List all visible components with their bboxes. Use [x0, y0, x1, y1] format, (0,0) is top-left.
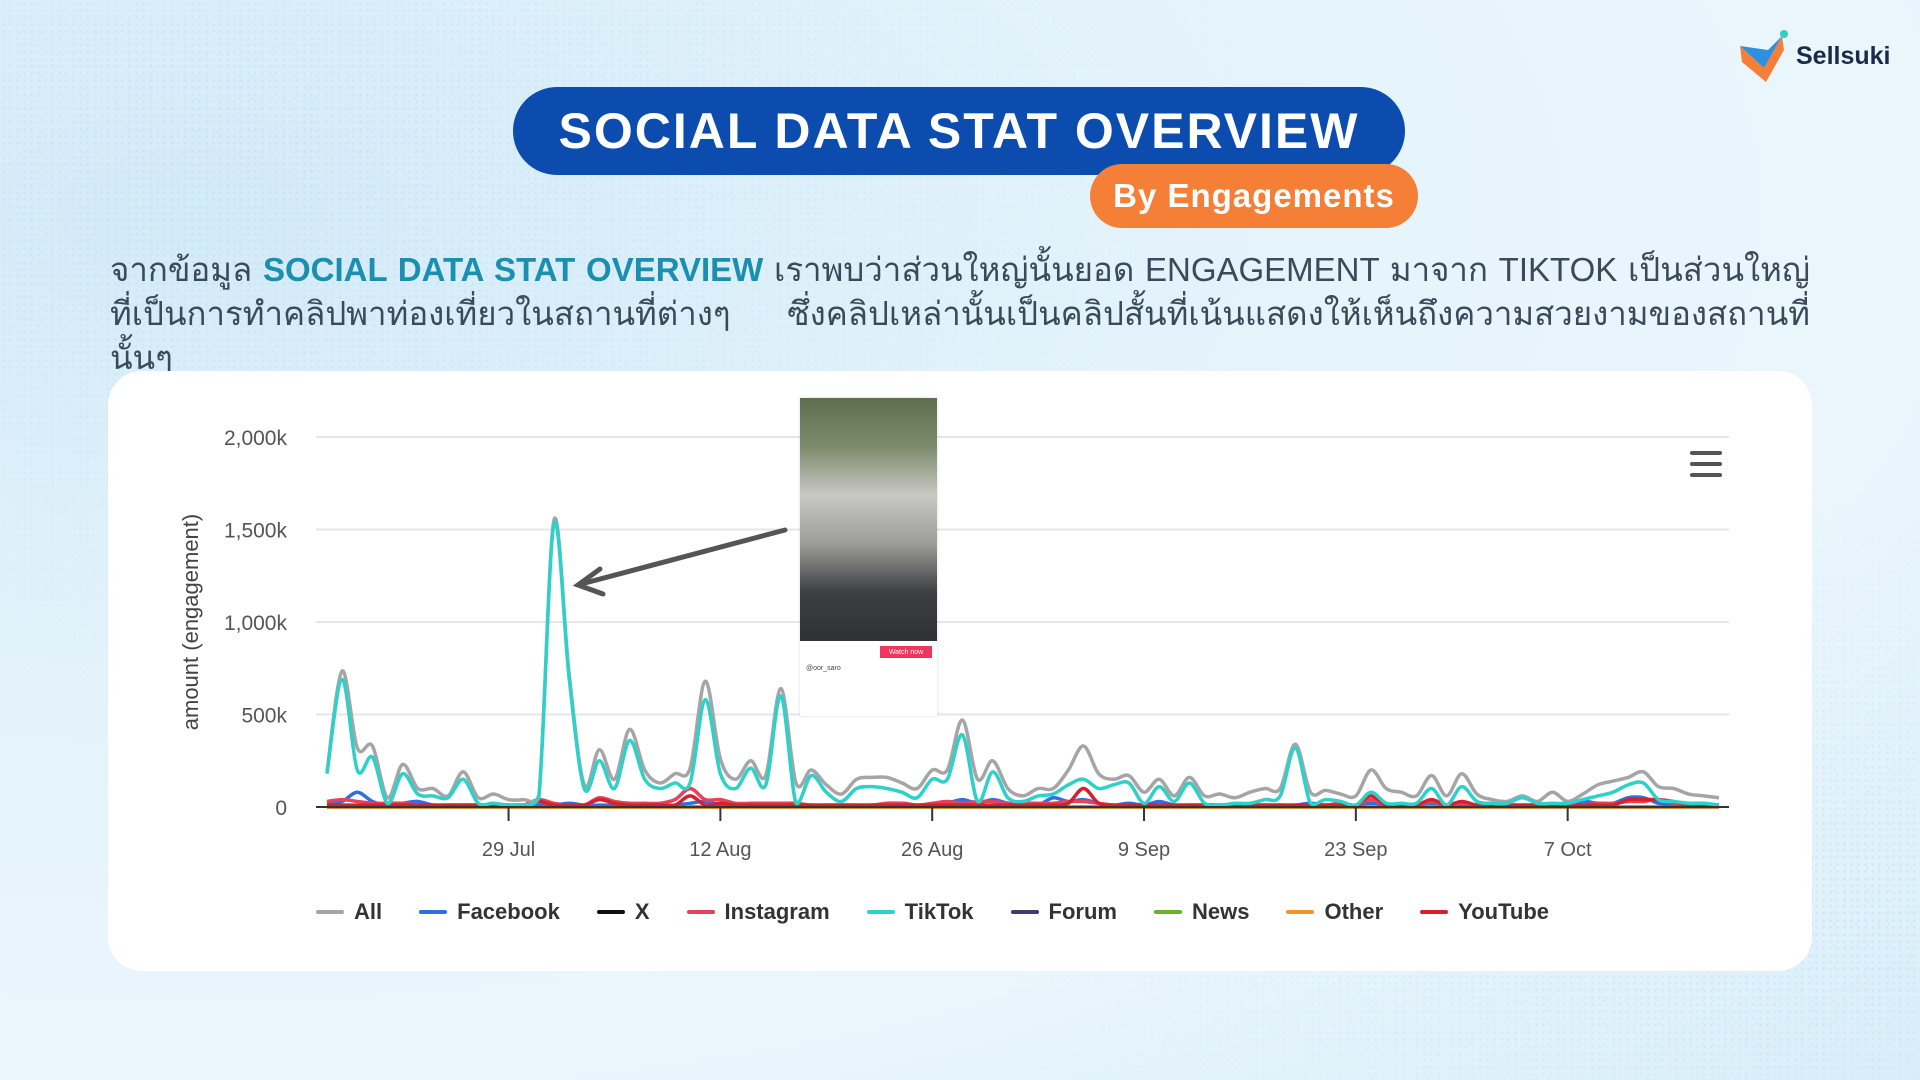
legend-label: Facebook — [457, 899, 560, 924]
x-tick-label: 23 Sep — [1324, 839, 1387, 861]
page-title: SOCIAL DATA STAT OVERVIEW — [513, 87, 1405, 175]
x-tick-label: 9 Sep — [1118, 839, 1170, 861]
x-tick-label: 7 Oct — [1544, 839, 1592, 861]
y-tick-label: 500k — [241, 705, 287, 728]
logo-text: Sellsuki — [1796, 41, 1891, 70]
x-tick-label: 12 Aug — [689, 839, 751, 861]
legend-item-other[interactable]: Other — [1286, 899, 1383, 925]
chart-card — [108, 371, 1812, 971]
y-tick-label: 2,000k — [224, 427, 288, 450]
watch-now-button[interactable]: Watch now — [880, 646, 932, 658]
chart-menu-button[interactable] — [1690, 451, 1722, 477]
legend-item-all[interactable]: All — [316, 899, 382, 925]
legend-label: TikTok — [904, 899, 974, 924]
legend-swatch — [1010, 910, 1039, 914]
summary-paragraph: จากข้อมูล SOCIAL DATA STAT OVERVIEW เราพ… — [110, 248, 1810, 380]
legend-item-facebook[interactable]: Facebook — [419, 899, 560, 925]
legend-item-x[interactable]: X — [596, 899, 650, 925]
y-axis-label: amount (engagement) — [178, 514, 203, 730]
page-subtitle: By Engagements — [1090, 164, 1418, 228]
legend-swatch — [686, 910, 715, 914]
legend-swatch — [866, 910, 895, 914]
paragraph-highlight: SOCIAL DATA STAT OVERVIEW — [262, 251, 764, 288]
legend-swatch — [1154, 910, 1182, 914]
legend-swatch — [596, 910, 625, 914]
legend-label: Instagram — [724, 899, 830, 924]
legend-swatch — [419, 910, 448, 914]
series-line-all[interactable] — [325, 516, 1720, 804]
legend-item-youtube[interactable]: YouTube — [1420, 899, 1549, 925]
legend-item-forum[interactable]: Forum — [1010, 899, 1117, 925]
x-tick-label: 29 Jul — [482, 839, 535, 861]
y-tick-label: 1,000k — [224, 612, 288, 635]
tiktok-video-thumbnail[interactable]: Watch now @oor_saro — [800, 398, 937, 716]
paragraph-body: เราพบว่าส่วนใหญ่นั้นยอด ENGAGEMENT มาจาก… — [110, 251, 1810, 376]
legend-swatch — [1286, 910, 1315, 914]
legend-item-tiktok[interactable]: TikTok — [866, 899, 974, 925]
legend-label: Other — [1324, 899, 1384, 924]
legend-label: News — [1192, 899, 1250, 924]
legend-swatch — [1420, 910, 1449, 914]
video-photo — [800, 398, 937, 641]
series-line-tiktok[interactable] — [325, 520, 1720, 808]
legend-item-news[interactable]: News — [1154, 899, 1249, 925]
legend-label: Forum — [1048, 899, 1117, 924]
chart-legend: All Facebook X Instagram TikTok Forum News Othe… — [316, 899, 1549, 925]
sellsuki-logo: Sellsuki — [1738, 28, 1891, 84]
legend-label: X — [634, 899, 650, 924]
legend-label: YouTube — [1458, 899, 1550, 924]
legend-item-instagram[interactable]: Instagram — [686, 899, 830, 925]
sellsuki-logo-icon — [1740, 30, 1788, 82]
video-handle: @oor_saro — [806, 665, 841, 672]
y-tick-label: 0 — [275, 797, 287, 820]
y-tick-label: 1,500k — [224, 520, 288, 543]
legend-swatch — [316, 910, 344, 914]
x-tick-label: 26 Aug — [901, 839, 963, 861]
paragraph-intro: จากข้อมูล — [110, 251, 263, 288]
series-line-youtube[interactable] — [327, 786, 1719, 808]
legend-label: All — [354, 899, 383, 924]
